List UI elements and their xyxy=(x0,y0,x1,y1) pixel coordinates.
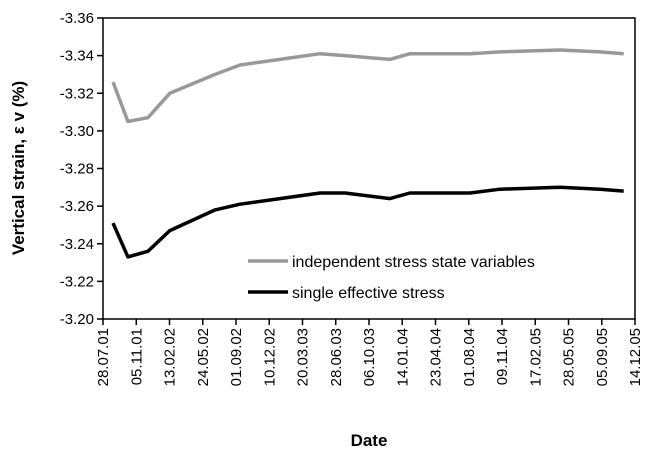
y-tick-label: -3.34 xyxy=(60,48,94,65)
x-tick-label: 28.06.03 xyxy=(328,328,345,386)
x-tick-label: 13.02.02 xyxy=(162,328,179,386)
plot-frame xyxy=(102,17,636,320)
y-tick-label: -3.26 xyxy=(60,198,94,215)
x-tick-label: 24.05.02 xyxy=(195,328,212,386)
y-axis-title: Vertical strain, ε v (%) xyxy=(9,81,28,255)
x-tick-label: 28.07.01 xyxy=(95,328,112,386)
x-tick-label: 05.11.01 xyxy=(128,328,145,385)
x-tick-label: 01.08.04 xyxy=(461,328,478,386)
data-line xyxy=(111,185,624,259)
x-tick-label: 20.03.03 xyxy=(295,328,312,386)
x-tick-label: 05.09.05 xyxy=(594,328,611,386)
x-tick-label: 14.01.04 xyxy=(394,328,411,386)
x-tick-label: 09.11.04 xyxy=(494,328,511,385)
x-tick-label: 28.05.05 xyxy=(561,328,578,386)
y-tick-label: -3.36 xyxy=(60,10,94,27)
y-tick-label: -3.32 xyxy=(60,85,94,102)
legend-label: independent stress state variables xyxy=(292,254,535,271)
y-tick-label: -3.30 xyxy=(60,123,94,140)
x-tick-label: 14.12.05 xyxy=(627,328,644,386)
data-line xyxy=(111,48,624,124)
legend-label: single effective stress xyxy=(292,285,445,302)
x-tick-label: 06.10.03 xyxy=(361,328,378,386)
x-tick-label: 10.12.02 xyxy=(261,328,278,386)
y-tick-label: -3.20 xyxy=(60,311,94,328)
x-tick-label: 17.02.05 xyxy=(527,328,544,386)
x-tick-label: 23.04.04 xyxy=(428,328,445,386)
y-tick-label: -3.28 xyxy=(60,161,94,178)
x-axis-title: Date xyxy=(351,431,388,450)
y-tick-label: -3.24 xyxy=(60,236,94,253)
y-tick-label: -3.22 xyxy=(60,273,94,290)
x-tick-label: 01.09.02 xyxy=(228,328,245,386)
